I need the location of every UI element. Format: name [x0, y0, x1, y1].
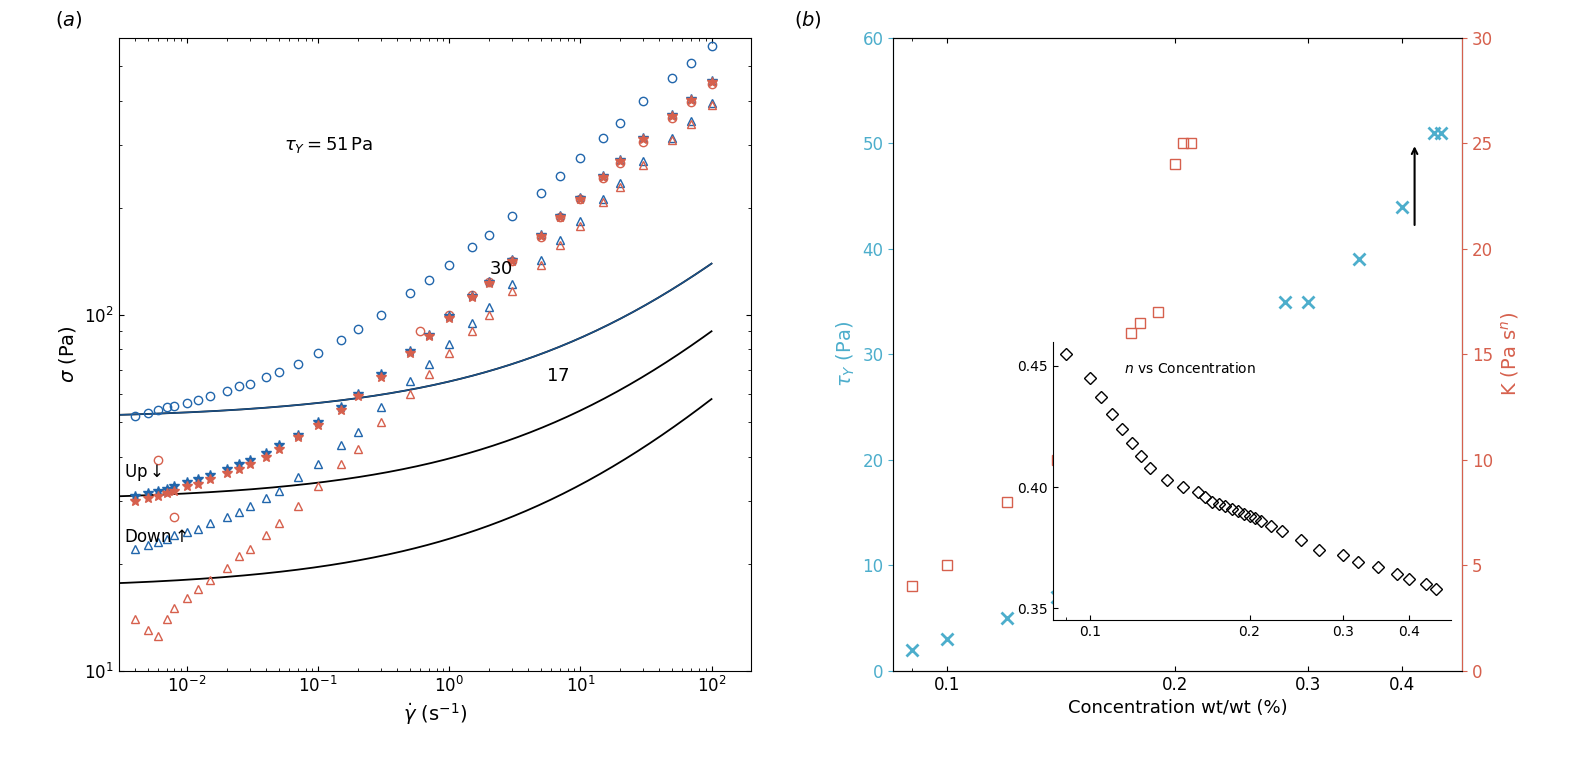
Y-axis label: $\tau_Y$ (Pa): $\tau_Y$ (Pa): [835, 321, 857, 387]
Y-axis label: $\sigma$ (Pa): $\sigma$ (Pa): [57, 325, 79, 384]
X-axis label: $\dot{\gamma}$ (s$^{-1}$): $\dot{\gamma}$ (s$^{-1}$): [403, 701, 466, 727]
Text: $(b)$: $(b)$: [794, 9, 822, 30]
Text: $\tau_Y = 51\,$Pa: $\tau_Y = 51\,$Pa: [285, 135, 373, 155]
Text: Down$\uparrow$: Down$\uparrow$: [123, 528, 187, 546]
Text: $17$: $17$: [547, 368, 569, 386]
Text: Up$\downarrow$: Up$\downarrow$: [123, 462, 163, 483]
Y-axis label: K (Pa s$^{n}$): K (Pa s$^{n}$): [1499, 312, 1521, 396]
Text: $30$: $30$: [489, 260, 512, 278]
Text: $(a)$: $(a)$: [55, 9, 82, 30]
Text: $n$ vs Concentration: $n$ vs Concentration: [1124, 362, 1257, 376]
X-axis label: Concentration wt/wt (%): Concentration wt/wt (%): [1069, 699, 1287, 717]
